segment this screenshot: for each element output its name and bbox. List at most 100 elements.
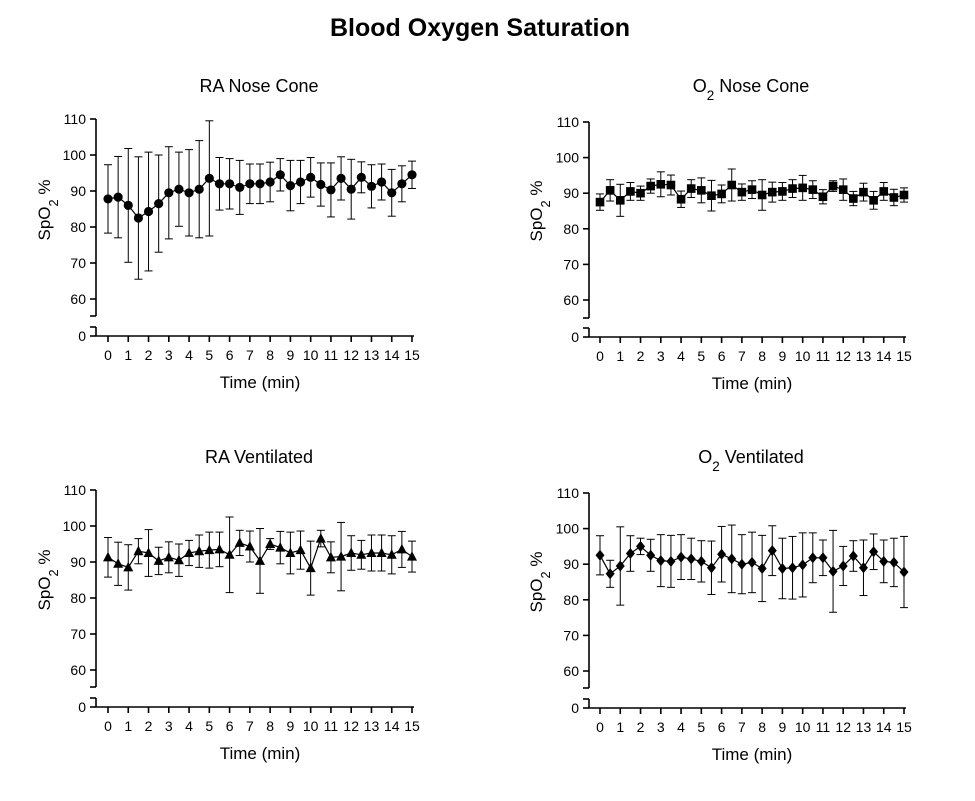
y-tick-label: 0: [78, 328, 86, 344]
data-point: [346, 184, 356, 194]
x-tick-label: 1: [616, 348, 624, 364]
x-tick-label: 4: [185, 347, 193, 363]
x-tick-label: 13: [364, 718, 380, 734]
data-point: [838, 560, 848, 572]
y-tick-label: 90: [563, 556, 579, 572]
data-point: [396, 543, 407, 554]
data-point: [737, 187, 747, 197]
data-point: [387, 188, 397, 198]
data-point: [133, 545, 144, 556]
data-point: [707, 191, 716, 200]
data-point: [123, 561, 134, 572]
x-tick-label: 2: [145, 718, 153, 734]
data-point: [656, 555, 666, 567]
x-axis-label: Time (min): [712, 745, 793, 764]
y-tick-label: 110: [557, 485, 580, 501]
x-tick-label: 10: [303, 347, 319, 363]
data-point: [777, 562, 787, 574]
panel-title: RA Ventilated: [205, 447, 313, 467]
data-point: [818, 192, 828, 202]
x-tick-label: 9: [287, 718, 295, 734]
data-point: [235, 182, 245, 192]
data-point: [757, 190, 767, 200]
data-point: [173, 554, 184, 565]
x-tick-label: 9: [779, 719, 787, 735]
x-tick-label: 14: [384, 718, 400, 734]
x-tick-label: 10: [795, 719, 811, 735]
data-point: [184, 188, 194, 198]
data-point: [376, 547, 387, 557]
data-point: [717, 548, 727, 560]
data-point: [666, 555, 676, 567]
data-point: [717, 189, 726, 199]
data-point: [595, 197, 605, 207]
data-point: [889, 556, 899, 568]
x-tick-label: 6: [718, 348, 726, 364]
data-point: [397, 179, 407, 189]
figure-title: Blood Oxygen Saturation: [329, 14, 631, 42]
x-tick-label: 0: [596, 348, 604, 364]
y-axis-label: SpO2 %: [527, 181, 553, 242]
data-point: [686, 184, 696, 193]
x-tick-label: 3: [657, 719, 665, 735]
data-point: [696, 555, 706, 567]
data-point: [346, 547, 357, 557]
y-tick-label: 80: [70, 590, 86, 606]
data-point: [366, 181, 377, 191]
data-point: [143, 547, 154, 557]
y-tick-label: 90: [70, 183, 86, 199]
data-point: [316, 179, 326, 190]
data-point: [808, 185, 818, 194]
x-tick-label: 11: [324, 347, 339, 363]
x-tick-label: 7: [246, 347, 254, 363]
data-point: [214, 543, 225, 554]
x-tick-label: 13: [856, 348, 872, 364]
data-point: [244, 541, 255, 551]
data-point: [788, 562, 798, 574]
y-axis-label: SpO2 %: [527, 552, 553, 613]
x-tick-label: 2: [637, 719, 645, 735]
data-point: [879, 555, 889, 567]
x-tick-label: 11: [816, 719, 831, 735]
data-point: [697, 186, 706, 195]
data-point: [656, 180, 666, 189]
x-tick-label: 2: [145, 347, 153, 363]
data-point: [859, 187, 868, 197]
x-axis-label: Time (min): [712, 374, 793, 393]
data-point: [625, 548, 635, 560]
y-tick-label: 0: [571, 329, 579, 345]
x-tick-label: 9: [287, 347, 295, 363]
x-tick-label: 11: [324, 718, 339, 734]
data-point: [143, 206, 154, 217]
data-point: [113, 558, 124, 568]
x-tick-label: 15: [896, 348, 912, 364]
data-point: [636, 540, 646, 552]
data-point: [123, 200, 133, 210]
y-tick-label: 80: [563, 221, 579, 237]
data-point: [133, 213, 143, 223]
data-point: [204, 173, 214, 183]
x-tick-label: 6: [226, 718, 234, 734]
data-point: [666, 180, 676, 190]
y-tick-label: 100: [556, 521, 580, 537]
y-tick-label: 60: [70, 291, 86, 307]
data-point: [767, 187, 777, 197]
x-tick-label: 8: [266, 347, 274, 363]
data-point: [676, 194, 686, 204]
x-tick-label: 10: [795, 348, 811, 364]
data-point: [265, 177, 275, 187]
x-tick-label: 2: [637, 348, 645, 364]
data-point: [747, 556, 757, 568]
data-point: [356, 172, 366, 182]
data-point: [747, 185, 757, 194]
x-tick-label: 6: [718, 719, 726, 735]
y-tick-label: 110: [64, 482, 87, 498]
data-point: [636, 188, 645, 198]
panel-title: O2 Ventilated: [698, 447, 804, 474]
data-point: [788, 184, 797, 193]
data-point: [737, 558, 747, 570]
x-tick-label: 3: [657, 348, 665, 364]
x-tick-label: 1: [124, 718, 132, 734]
